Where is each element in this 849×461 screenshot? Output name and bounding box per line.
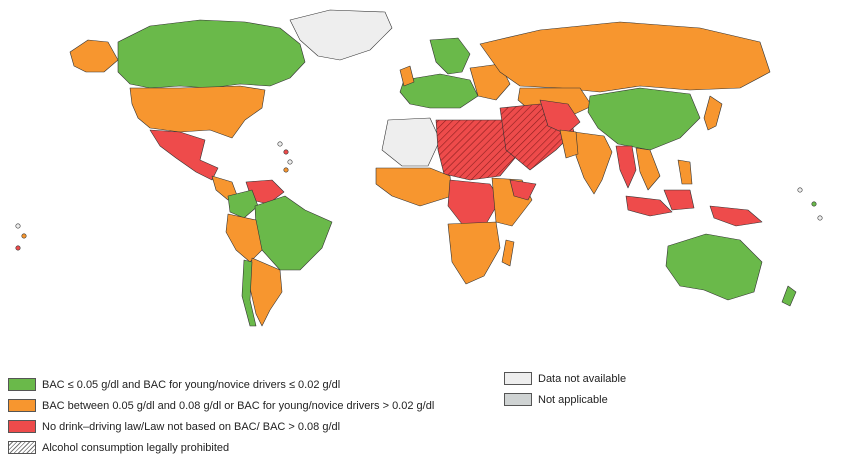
region-russia [479, 21, 771, 93]
legend-item-red: No drink–driving law/Law not based on BA… [8, 418, 434, 435]
region-philippines [677, 159, 693, 185]
region-india [573, 131, 613, 195]
region-southern-africa [447, 221, 501, 285]
island-caribbean-4 [283, 167, 289, 173]
region-horn-of-africa [509, 179, 537, 201]
region-alaska [69, 39, 119, 73]
legend-swatch-na [504, 372, 532, 385]
legend-label-na: Data not available [538, 372, 627, 385]
region-greenland [289, 9, 393, 61]
world-map [15, 9, 823, 327]
legend-label-green: BAC ≤ 0.05 g/dl and BAC for young/novice… [42, 378, 341, 391]
region-south-asia-other [559, 129, 579, 159]
legend-swatch-orange [8, 399, 36, 412]
island-pacific-4 [797, 187, 803, 193]
legend-item-na: Data not available [504, 370, 626, 387]
region-north-africa-west [381, 117, 441, 167]
region-indonesia [625, 195, 673, 217]
island-caribbean-2 [283, 149, 289, 155]
region-united-states [129, 85, 266, 139]
legend-item-orange: BAC between 0.05 g/dl and 0.08 g/dl or B… [8, 397, 434, 414]
legend-item-green: BAC ≤ 0.05 g/dl and BAC for young/novice… [8, 376, 434, 393]
region-china [587, 87, 701, 151]
region-japan [703, 95, 723, 131]
legend-label-prohibited: Alcohol consumption legally prohibited [42, 441, 230, 454]
island-caribbean-1 [277, 141, 283, 147]
legend-primary: BAC ≤ 0.05 g/dl and BAC for young/novice… [8, 376, 434, 460]
region-uk [399, 65, 415, 87]
region-colombia [227, 189, 259, 219]
island-pacific-1 [15, 223, 21, 229]
region-borneo [663, 189, 695, 211]
region-iran [539, 99, 581, 135]
region-west-africa [375, 167, 453, 207]
legend-swatch-notapplicable [504, 393, 532, 406]
legend-label-red: No drink–driving law/Law not based on BA… [42, 420, 341, 433]
region-papua [709, 205, 763, 227]
region-brazil [254, 195, 333, 271]
island-pacific-2 [21, 233, 27, 239]
legend-item-prohibited: Alcohol consumption legally prohibited [8, 439, 434, 456]
legend-swatch-hatched [8, 441, 36, 454]
region-canada [117, 19, 306, 89]
island-pacific-6 [817, 215, 823, 221]
legend-swatch-red [8, 420, 36, 433]
region-chile [241, 259, 257, 327]
legend-swatch-green [8, 378, 36, 391]
legend-label-orange: BAC between 0.05 g/dl and 0.08 g/dl or B… [42, 399, 435, 412]
region-argentina [249, 257, 283, 327]
region-mexico [149, 129, 219, 181]
region-myanmar-thailand [615, 145, 637, 189]
region-vietnam [635, 147, 661, 191]
region-australia [665, 233, 763, 301]
island-pacific-3 [15, 245, 21, 251]
island-pacific-5 [811, 201, 817, 207]
region-scandinavia [429, 37, 471, 75]
island-caribbean-3 [287, 159, 293, 165]
region-new-zealand [781, 285, 797, 307]
legend-secondary: Data not available Not applicable [504, 370, 626, 412]
region-central-africa [447, 179, 501, 225]
legend-label-notapplicable: Not applicable [538, 393, 608, 406]
legend-item-notapplicable: Not applicable [504, 391, 626, 408]
region-madagascar [501, 239, 515, 267]
region-western-europe [399, 73, 479, 109]
